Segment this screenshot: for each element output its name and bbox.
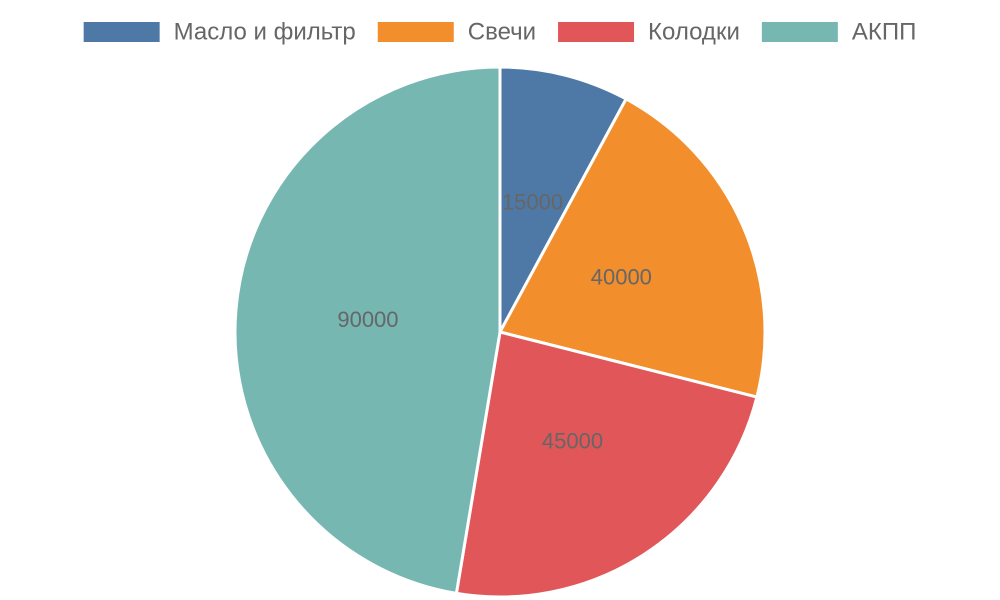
pie-slice — [454, 330, 759, 599]
value-label: 15000 — [502, 189, 563, 214]
pie-slice — [233, 65, 502, 596]
pie-slice — [498, 65, 629, 333]
legend-swatch — [558, 22, 635, 42]
legend-swatch — [761, 22, 838, 42]
legend-text: Колодки — [648, 18, 740, 45]
value-label: 45000 — [542, 429, 603, 454]
legend-text: Свечи — [468, 18, 536, 45]
value-label: 90000 — [337, 307, 398, 332]
legend-text: АКПП — [852, 18, 917, 45]
legend-text: Масло и фильтр — [174, 18, 356, 45]
value-label: 40000 — [591, 265, 652, 290]
legend-swatch — [83, 22, 160, 42]
legend-swatch — [377, 22, 454, 42]
legend: Масло и фильтр Свечи Колодки АКПП — [83, 18, 917, 45]
pie-slice — [497, 96, 767, 399]
